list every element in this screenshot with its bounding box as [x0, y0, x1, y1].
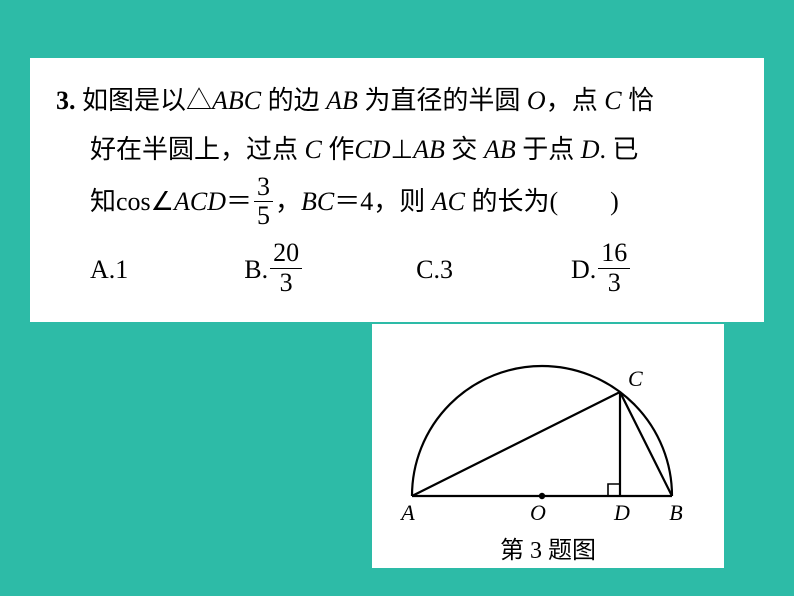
fraction-numerator: 3 [254, 173, 273, 203]
figure-caption: 第 3 题图 [372, 530, 724, 565]
option-value: 1 [115, 255, 128, 285]
fraction-denominator: 3 [598, 269, 630, 298]
text-seg: ， [275, 187, 301, 216]
option-label: D. [571, 255, 596, 285]
figure-svg: A B C D O [372, 324, 724, 534]
option-gap [304, 241, 416, 299]
option-gap [453, 241, 571, 299]
text-seg: 作 [322, 135, 355, 164]
math-seg: C [305, 135, 322, 164]
perp-symbol: ⊥ [391, 134, 414, 164]
text-seg: 的长为( ) [465, 187, 619, 216]
problem-number: 3. [56, 86, 76, 115]
fraction: 203 [270, 239, 302, 297]
svg-text:O: O [530, 500, 546, 525]
svg-text:C: C [628, 366, 643, 391]
math-seg: AC [432, 187, 465, 216]
problem-card: 3. 如图是以△ABC 的边 AB 为直径的半圆 O，点 C 恰 好在半圆上，过… [30, 58, 764, 322]
math-seg: D [581, 135, 600, 164]
math-seg: AB [413, 135, 445, 164]
figure-card: A B C D O 第 3 题图 [372, 324, 724, 568]
math-seg: CD [354, 135, 390, 164]
fraction: 163 [598, 239, 630, 297]
text-seg: ＝ [226, 187, 252, 216]
text-seg: 为直径的半圆 [358, 86, 527, 115]
option-c: C. 3 [416, 241, 453, 299]
text-seg: ，点 [546, 86, 605, 115]
text-seg: 知cos∠ [90, 187, 174, 216]
fraction-numerator: 16 [598, 239, 630, 269]
text-seg: 恰 [622, 86, 655, 115]
option-label: B. [244, 255, 268, 285]
text-seg: 如图是以△ [82, 86, 212, 115]
option-a: A. 1 [90, 241, 128, 299]
math-seg: AB [326, 86, 358, 115]
option-value: 3 [440, 255, 453, 285]
fraction: 35 [254, 173, 273, 231]
caption-prefix: 第 [500, 538, 530, 564]
option-label: C. [416, 255, 440, 285]
text-seg: 好在半圆上，过点 [90, 135, 305, 164]
option-label: A. [90, 255, 115, 285]
text-seg: ＝4，则 [334, 187, 432, 216]
text-seg: 于点 [516, 135, 581, 164]
svg-text:A: A [399, 500, 415, 525]
problem-text: 3. 如图是以△ABC 的边 AB 为直径的半圆 O，点 C 恰 好在半圆上，过… [60, 76, 734, 233]
math-seg: AB [484, 135, 516, 164]
fraction-numerator: 20 [270, 239, 302, 269]
text-seg: . 已 [600, 135, 639, 164]
caption-number: 3 [530, 538, 542, 564]
text-seg: 的边 [261, 86, 326, 115]
math-seg: O [527, 86, 546, 115]
math-seg: ACD [174, 187, 226, 216]
option-b: B. 203 [244, 241, 304, 299]
math-seg: ABC [212, 86, 261, 115]
svg-text:D: D [613, 500, 630, 525]
math-seg: C [604, 86, 621, 115]
text-seg: 交 [445, 135, 484, 164]
options-row: A. 1 B. 203 C. 3 D. 163 [60, 241, 734, 299]
svg-text:B: B [669, 500, 682, 525]
option-d: D. 163 [571, 241, 632, 299]
caption-suffix: 题图 [542, 538, 596, 564]
option-gap [128, 241, 244, 299]
fraction-denominator: 5 [254, 202, 273, 231]
math-seg: BC [301, 187, 334, 216]
fraction-denominator: 3 [270, 269, 302, 298]
